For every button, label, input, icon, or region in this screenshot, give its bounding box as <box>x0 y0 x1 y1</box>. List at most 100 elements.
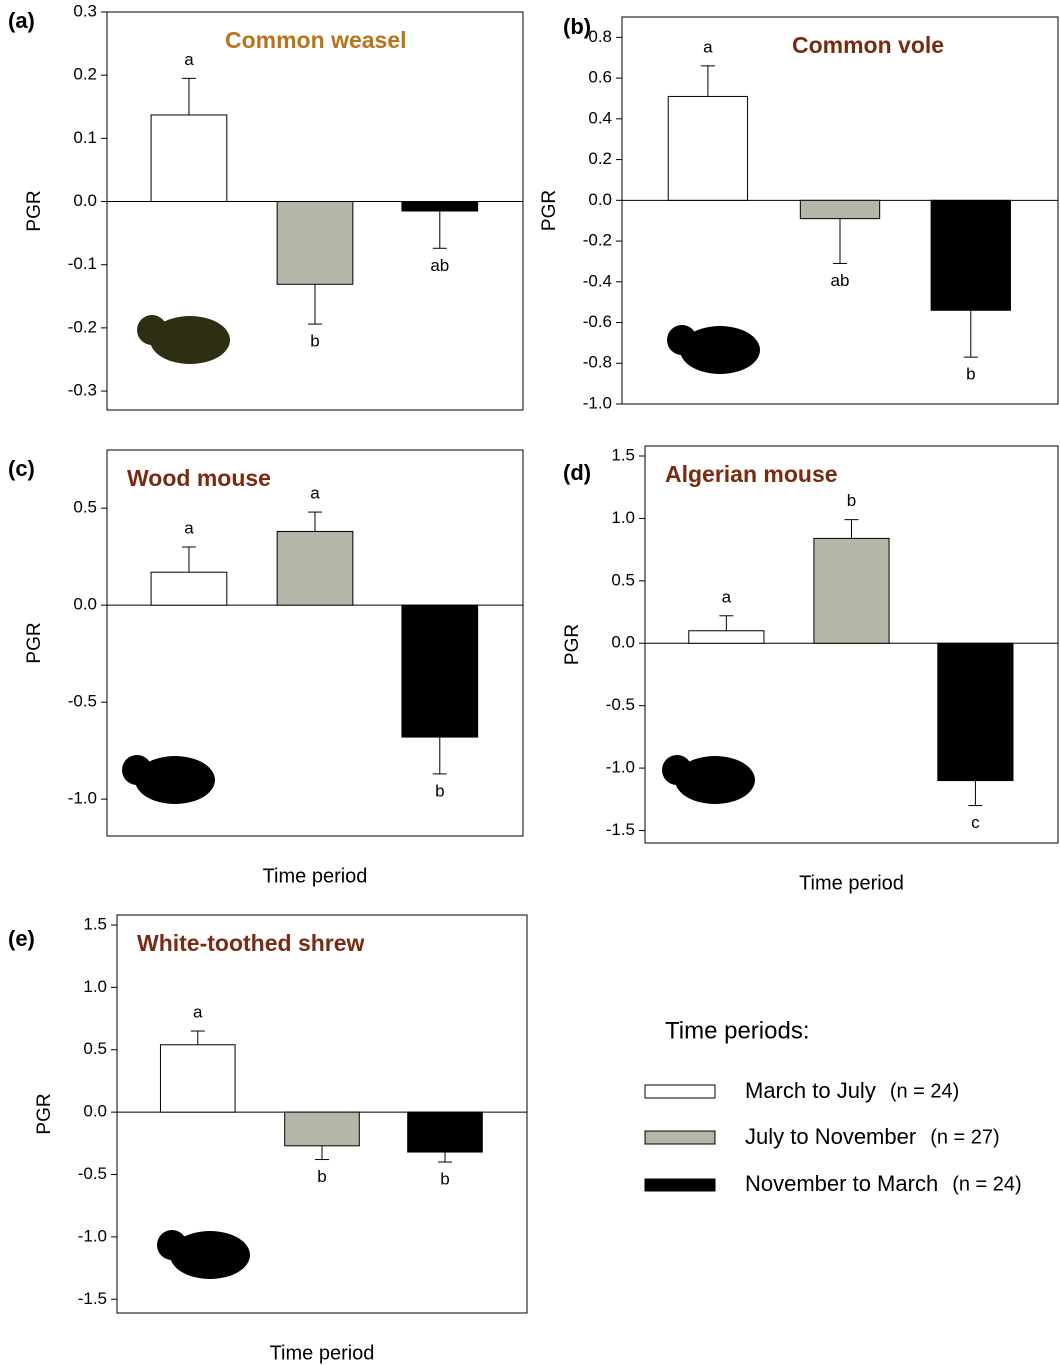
animal-silhouette <box>675 756 755 804</box>
significance-letter: a <box>703 37 713 56</box>
bar <box>159 1044 236 1113</box>
bar <box>150 571 228 606</box>
legend-swatch <box>644 1130 716 1145</box>
bar <box>930 199 1011 311</box>
y-tick-label: -1.5 <box>606 820 635 839</box>
y-tick-label: 0.4 <box>588 108 612 127</box>
bar <box>937 642 1014 782</box>
y-tick-label: -1.0 <box>606 758 635 777</box>
animal-silhouette <box>170 1231 250 1279</box>
y-tick-label: -1.0 <box>78 1226 107 1245</box>
animal-silhouette <box>150 316 230 364</box>
y-axis-label: PGR <box>539 190 560 231</box>
y-tick-label: 0.1 <box>73 128 97 147</box>
panel-label: (c) <box>8 456 35 481</box>
y-tick-label: 0.0 <box>73 191 97 210</box>
significance-letter: c <box>971 813 980 832</box>
y-tick-label: -0.2 <box>583 231 612 250</box>
plot-frame <box>106 11 524 411</box>
significance-letter: a <box>722 587 732 606</box>
y-tick-label: -0.2 <box>68 317 97 336</box>
y-tick-label: -0.3 <box>68 381 97 400</box>
y-tick-label: -0.8 <box>583 353 612 372</box>
significance-letter: b <box>310 332 319 351</box>
y-tick-label: -1.0 <box>68 789 97 808</box>
y-tick-label: 1.5 <box>83 914 107 933</box>
legend-n: (n = 24) <box>952 1173 1021 1195</box>
panel-title: Wood mouse <box>127 465 271 491</box>
y-tick-label: -0.5 <box>606 695 635 714</box>
significance-letter: b <box>317 1167 326 1186</box>
panel-title: Common weasel <box>225 27 407 53</box>
significance-letter: a <box>193 1003 203 1022</box>
y-tick-label: 0.0 <box>73 595 97 614</box>
y-axis-label: PGR <box>34 1093 55 1134</box>
legend-swatch <box>644 1084 716 1099</box>
bar <box>276 201 354 285</box>
significance-letter: a <box>310 484 320 503</box>
y-axis-label: PGR <box>24 190 45 231</box>
x-axis-label: Time period <box>270 1342 375 1364</box>
animal-silhouette <box>135 756 215 804</box>
y-axis-label: PGR <box>24 622 45 663</box>
y-tick-label: -1.0 <box>583 393 612 412</box>
animal-head <box>662 755 692 785</box>
y-tick-label: -0.6 <box>583 312 612 331</box>
legend-label: July to November <box>745 1124 916 1149</box>
legend-n: (n = 24) <box>890 1080 959 1102</box>
y-tick-label: 0.6 <box>588 68 612 87</box>
bar <box>401 201 479 212</box>
bar <box>150 114 228 203</box>
panel-title: Common vole <box>792 32 944 58</box>
y-tick-label: 0.2 <box>588 149 612 168</box>
animal-silhouette <box>680 326 760 374</box>
legend-title: Time periods: <box>665 1017 810 1044</box>
animal-head <box>667 325 697 355</box>
bar <box>401 604 479 738</box>
bar <box>688 630 765 644</box>
legend-n: (n = 27) <box>930 1126 999 1148</box>
y-tick-label: 0.5 <box>83 1039 107 1058</box>
y-tick-label: 0.0 <box>83 1102 107 1121</box>
significance-letter: ab <box>430 256 449 275</box>
y-tick-label: 0.3 <box>73 1 97 20</box>
bar <box>813 537 890 644</box>
x-axis-label: Time period <box>263 865 368 887</box>
animal-head <box>137 315 167 345</box>
y-tick-label: -1.5 <box>78 1289 107 1308</box>
y-tick-label: 0.5 <box>611 570 635 589</box>
y-tick-label: 1.0 <box>83 977 107 996</box>
y-tick-label: 1.0 <box>611 508 635 527</box>
y-tick-label: 0.0 <box>611 633 635 652</box>
legend-swatch <box>644 1178 716 1192</box>
animal-head <box>157 1230 187 1260</box>
y-tick-label: 1.5 <box>611 445 635 464</box>
panel-title: White-toothed shrew <box>137 930 365 956</box>
plot-frame <box>621 16 1059 405</box>
bar <box>667 95 749 201</box>
bar <box>407 1111 483 1153</box>
y-tick-label: -0.5 <box>68 692 97 711</box>
animal-head <box>122 755 152 785</box>
significance-letter: ab <box>831 271 850 290</box>
legend-label: March to July <box>745 1078 876 1103</box>
significance-letter: b <box>440 1170 449 1189</box>
significance-letter: a <box>184 50 194 69</box>
y-tick-label: 0.2 <box>73 65 97 84</box>
panel-label: (a) <box>8 8 35 33</box>
y-tick-label: 0.8 <box>588 27 612 46</box>
significance-letter: b <box>847 491 856 510</box>
legend-label: November to March <box>745 1171 938 1196</box>
bar <box>276 530 354 606</box>
y-tick-label: 0.0 <box>588 190 612 209</box>
y-tick-label: 0.5 <box>73 498 97 517</box>
significance-letter: b <box>435 781 444 800</box>
bar <box>284 1111 360 1147</box>
significance-letter: b <box>966 365 975 384</box>
panel-title: Algerian mouse <box>665 461 838 487</box>
y-axis-label: PGR <box>562 624 583 665</box>
y-tick-label: -0.4 <box>583 271 612 290</box>
plot-frame <box>644 445 1059 844</box>
